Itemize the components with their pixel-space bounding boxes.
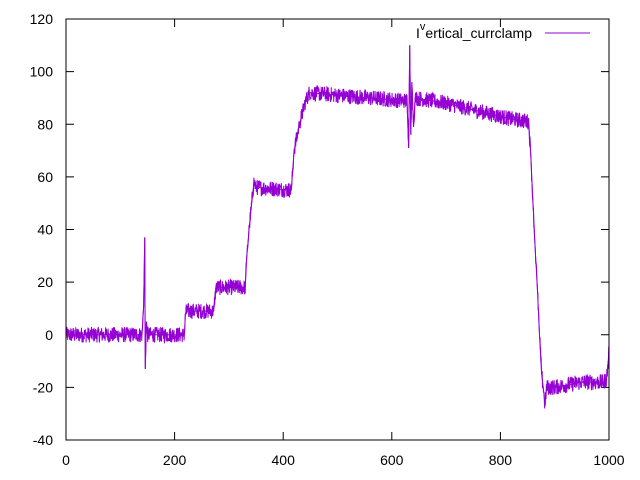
x-tick-label: 400 <box>272 452 296 468</box>
y-tick-label: 80 <box>37 116 53 132</box>
legend-label: Ivertical_currclamp <box>416 21 532 41</box>
y-tick-label: -20 <box>33 379 53 395</box>
y-tick-label: 0 <box>45 327 53 343</box>
x-axis: 0 200 400 600 800 1000 <box>62 19 625 468</box>
series-layer <box>65 45 610 409</box>
plot-frame <box>65 18 610 441</box>
x-tick-label: 200 <box>163 452 187 468</box>
y-tick-label: 60 <box>37 169 53 185</box>
x-tick-label: 600 <box>380 452 404 468</box>
y-tick-label: 40 <box>37 222 53 238</box>
series-line <box>66 45 610 406</box>
x-tick-label: 0 <box>62 452 70 468</box>
legend-label-sup: v <box>420 21 426 33</box>
legend-label-rest: ertical_currclamp <box>425 25 532 41</box>
legend-label-base: I <box>416 25 420 41</box>
y-tick-label: 20 <box>37 274 53 290</box>
y-axis: -40 -20 0 20 40 60 80 100 120 <box>30 11 609 448</box>
x-tick-label: 1000 <box>593 452 624 468</box>
y-tick-label: 100 <box>30 64 54 80</box>
legend: Ivertical_currclamp <box>416 21 590 41</box>
y-tick-label: 120 <box>30 11 54 27</box>
y-tick-label: -40 <box>33 432 53 448</box>
x-tick-label: 800 <box>489 452 513 468</box>
